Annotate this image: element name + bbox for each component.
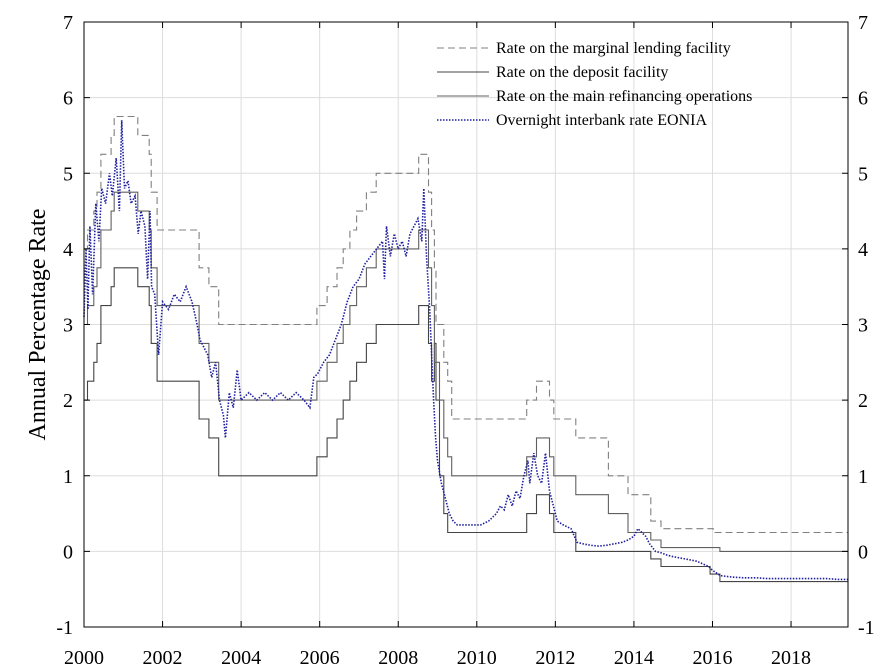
legend: Rate on the marginal lending facility Rat…: [437, 40, 752, 129]
y-tick-label-right: -1: [858, 617, 875, 639]
y-tick-label-left: 1: [63, 466, 73, 488]
y-tick-label-right: 4: [858, 239, 868, 261]
y-tick-label-left: 3: [63, 315, 73, 337]
y-tick-label-right: 6: [858, 88, 868, 110]
y-tick-label-right: 2: [858, 390, 868, 412]
y-tick-label-right: 1: [858, 466, 868, 488]
y-tick-label-left: 7: [63, 12, 73, 34]
series-line-0: [84, 115, 848, 534]
x-tick-label: 2016: [692, 647, 732, 669]
series-line-3: [83, 120, 848, 581]
series-line-1: [84, 267, 848, 583]
x-tick-label: 2014: [614, 647, 654, 669]
series-line-2: [84, 191, 848, 552]
series-lines: [83, 115, 848, 583]
y-tick-label-right: 0: [858, 541, 868, 563]
axis-ticks: 2000 2002 2004 2006 2008 2010 2012 2014 2016 2018…: [56, 12, 874, 669]
x-tick-label: 2004: [221, 647, 261, 669]
y-axis-label: Annual Percentage Rate: [25, 209, 51, 441]
x-tick-label: 2008: [378, 647, 418, 669]
x-tick-label: 2018: [771, 647, 811, 669]
y-tick-label-left: 4: [63, 239, 73, 261]
y-tick-label-left: -1: [56, 617, 73, 639]
legend-label-3: Overnight interbank rate EONIA: [496, 112, 707, 129]
legend-label-2: Rate on the main refinancing operations: [496, 88, 752, 105]
y-tick-label-right: 7: [858, 12, 868, 34]
x-tick-label: 2006: [300, 647, 340, 669]
y-tick-label-left: 6: [63, 88, 73, 110]
legend-label-1: Rate on the deposit facility: [496, 64, 668, 81]
x-tick-label: 2000: [64, 647, 104, 669]
y-tick-label-left: 0: [63, 541, 73, 563]
y-tick-label-left: 2: [63, 390, 73, 412]
y-tick-label-right: 3: [858, 315, 868, 337]
y-tick-label-right: 5: [858, 163, 868, 185]
x-tick-label: 2012: [535, 647, 575, 669]
x-tick-label: 2002: [143, 647, 183, 669]
y-tick-label-left: 5: [63, 163, 73, 185]
legend-label-0: Rate on the marginal lending facility: [496, 40, 731, 57]
x-tick-label: 2010: [457, 647, 497, 669]
